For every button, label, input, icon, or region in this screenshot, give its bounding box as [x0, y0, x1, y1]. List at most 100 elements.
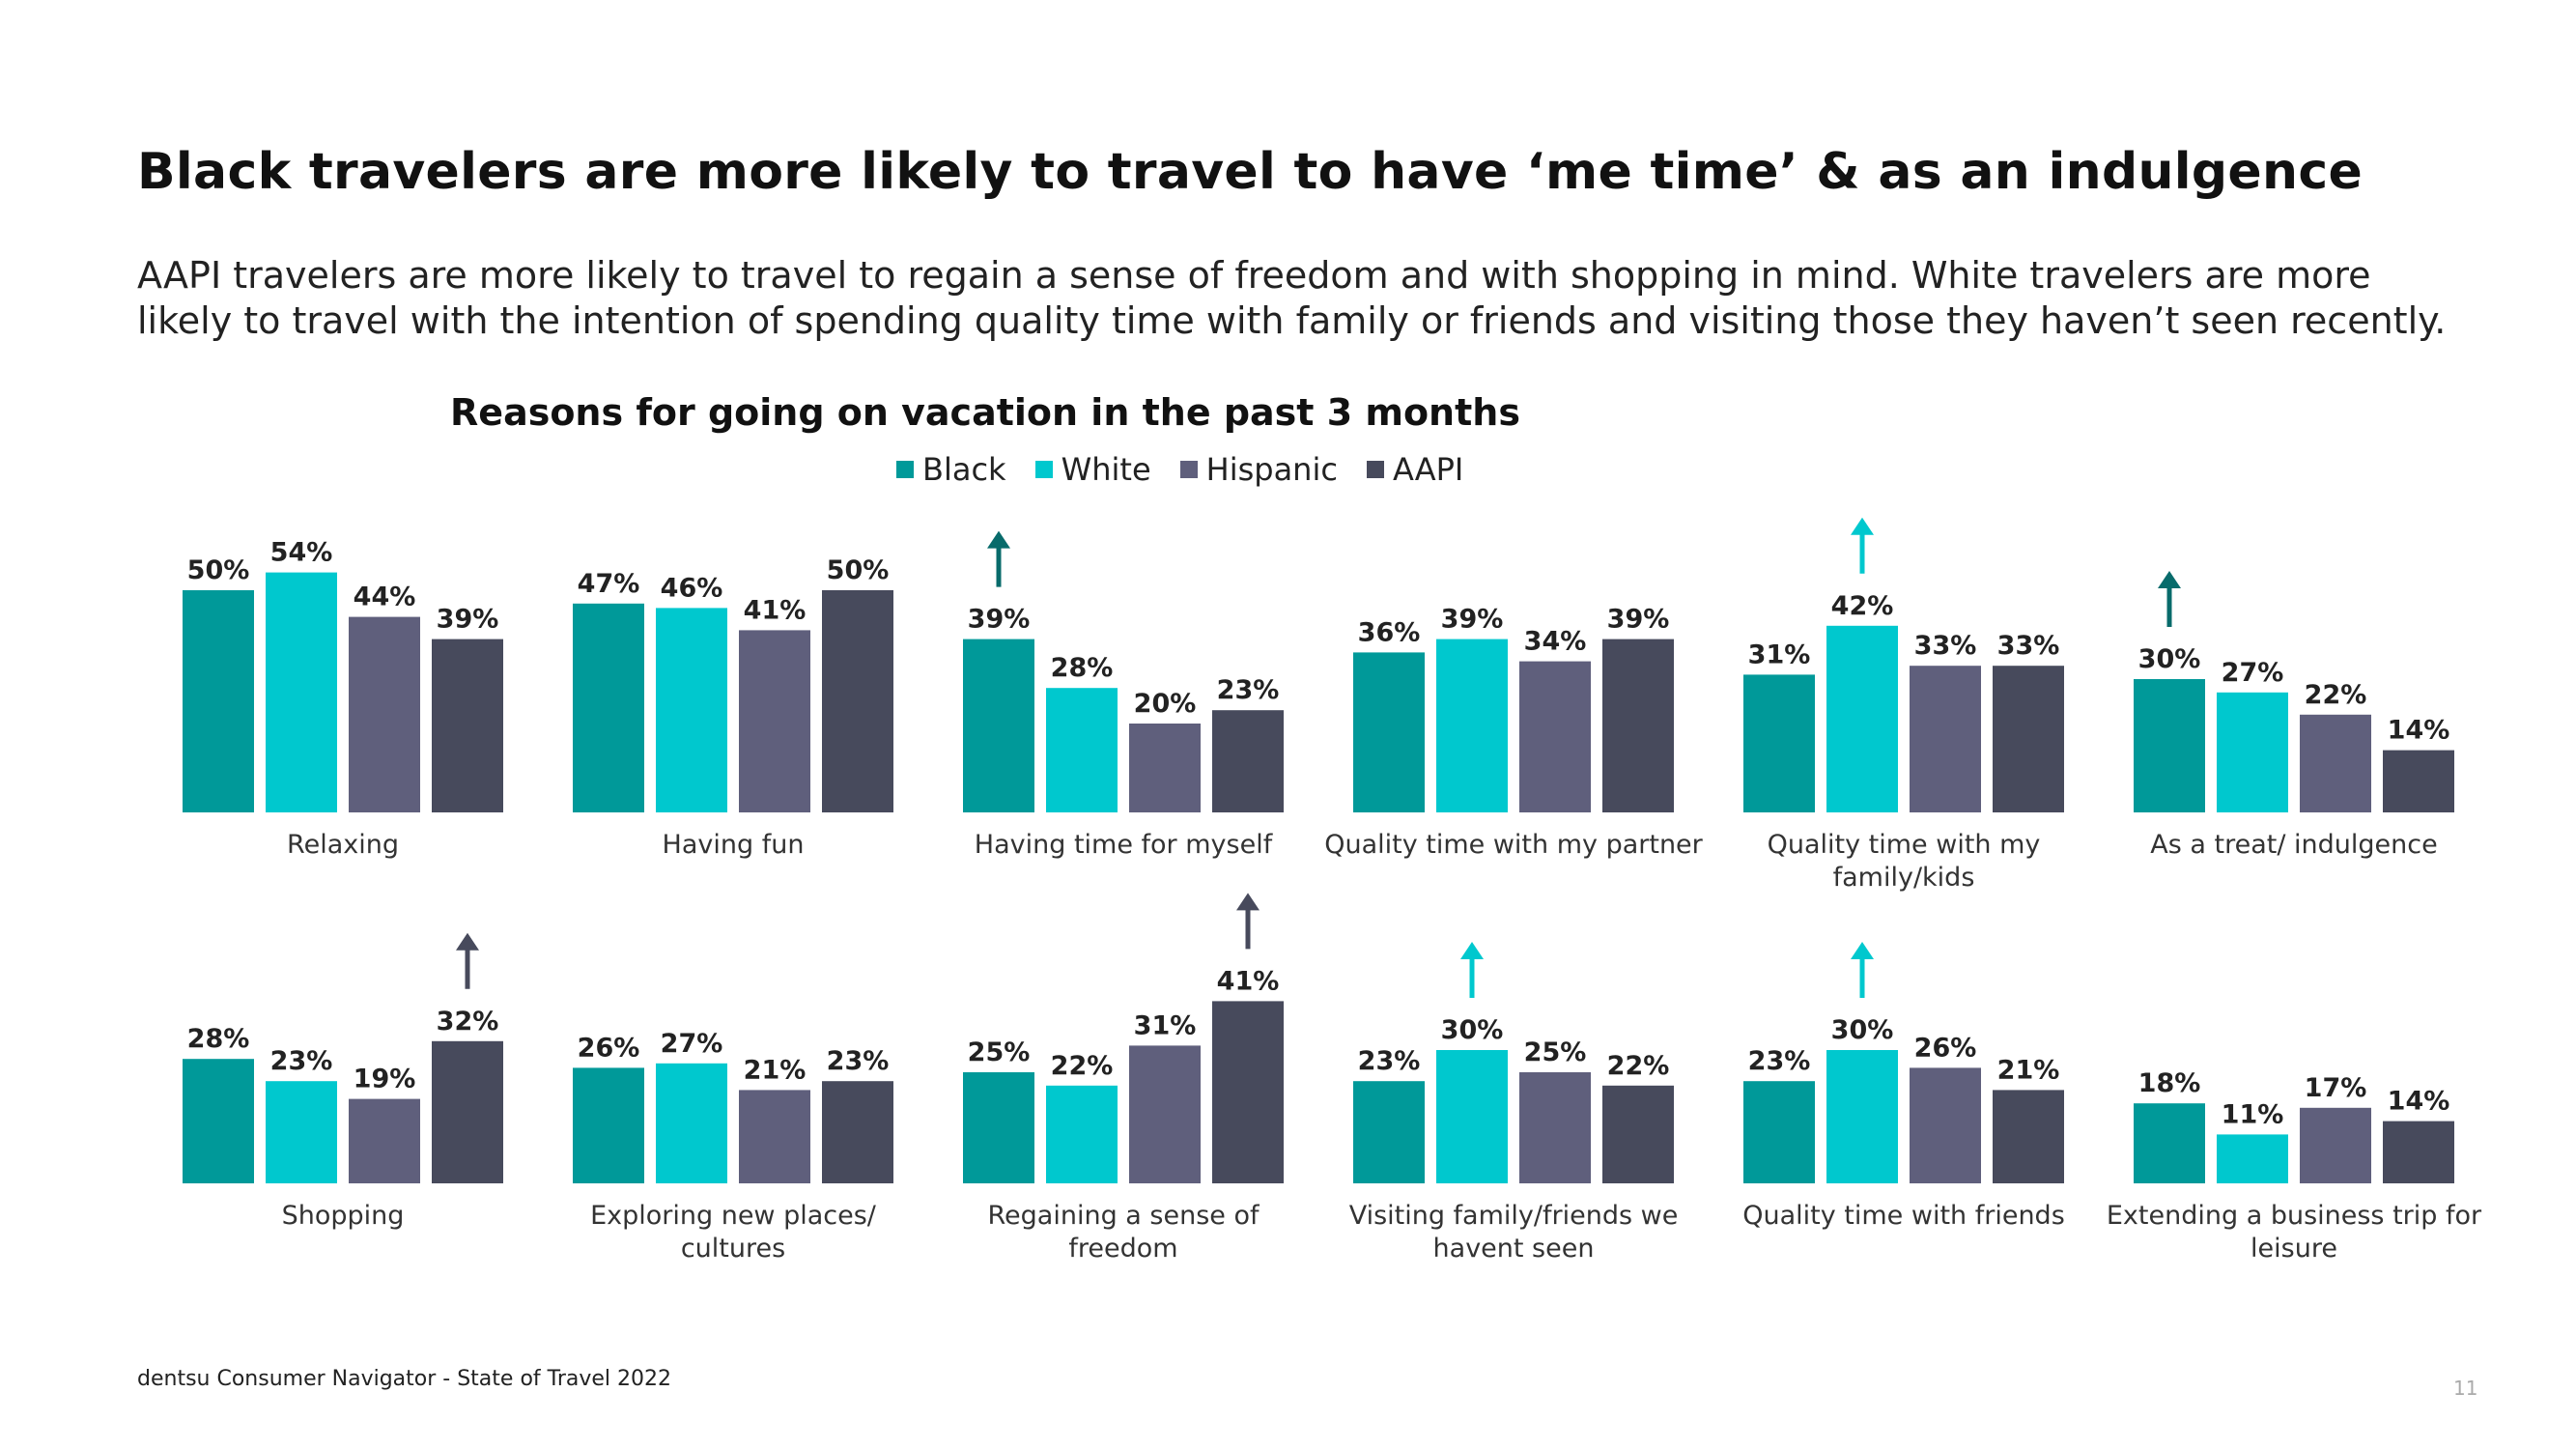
bar-quality-time-with-my-partner-hispanic — [1519, 661, 1591, 812]
value-label-having-time-for-myself-hispanic: 20% — [1134, 689, 1197, 719]
value-label-having-time-for-myself-aapi: 23% — [1217, 675, 1280, 705]
bar-extending-a-business-trip-for-leisure-black — [2134, 1103, 2205, 1183]
bar-extending-a-business-trip-for-leisure-white — [2217, 1134, 2288, 1183]
bar-having-fun-aapi — [822, 590, 893, 812]
bar-exploring-new-places-cultures-hispanic — [739, 1090, 810, 1183]
value-label-extending-a-business-trip-for-leisure-aapi: 14% — [2388, 1087, 2450, 1117]
page-number: 11 — [2453, 1377, 2478, 1400]
value-label-quality-time-with-my-family-kids-white: 42% — [1831, 591, 1894, 621]
value-label-relaxing-white: 54% — [270, 538, 333, 568]
up-arrow-icon-having-time-for-myself — [987, 530, 1010, 549]
bar-relaxing-hispanic — [349, 616, 420, 812]
value-label-quality-time-with-my-partner-hispanic: 34% — [1524, 627, 1587, 657]
category-label-shopping: Shopping — [282, 1201, 405, 1231]
chart-title: Reasons for going on vacation in the pas… — [450, 391, 1520, 434]
value-label-quality-time-with-friends-aapi: 21% — [1997, 1055, 2060, 1085]
value-label-shopping-black: 28% — [187, 1024, 250, 1054]
bar-exploring-new-places-cultures-black — [573, 1067, 644, 1183]
category-label-extending-a-business-trip-for-leisure: Extending a business trip for — [2107, 1201, 2482, 1231]
bar-visiting-family-friends-we-havent-seen-aapi — [1602, 1085, 1674, 1183]
bar-extending-a-business-trip-for-leisure-hispanic — [2300, 1107, 2371, 1183]
value-label-having-time-for-myself-black: 39% — [968, 605, 1031, 635]
bar-shopping-black — [183, 1059, 254, 1183]
bar-quality-time-with-my-partner-white — [1436, 639, 1508, 812]
bar-shopping-white — [266, 1081, 337, 1183]
bar-regaining-a-sense-of-freedom-hispanic — [1129, 1045, 1201, 1183]
legend-item-hispanic: Hispanic — [1179, 451, 1338, 488]
value-label-having-fun-white: 46% — [661, 573, 723, 603]
legend-swatch-black — [896, 461, 914, 478]
category-label-regaining-a-sense-of-freedom: Regaining a sense of — [988, 1201, 1260, 1231]
bar-regaining-a-sense-of-freedom-white — [1046, 1085, 1118, 1183]
value-label-as-a-treat-indulgence-aapi: 14% — [2388, 716, 2450, 746]
bar-quality-time-with-my-family-kids-white — [1826, 625, 1898, 812]
value-label-exploring-new-places-cultures-black: 26% — [578, 1033, 640, 1063]
legend-label-white: White — [1061, 451, 1151, 488]
value-label-quality-time-with-my-partner-aapi: 39% — [1607, 605, 1670, 635]
category-label-quality-time-with-my-partner: Quality time with my partner — [1324, 830, 1703, 860]
bar-visiting-family-friends-we-havent-seen-hispanic — [1519, 1072, 1591, 1183]
bar-regaining-a-sense-of-freedom-aapi — [1212, 1001, 1284, 1183]
category-label-having-time-for-myself: Having time for myself — [975, 830, 1274, 860]
value-label-having-fun-hispanic: 41% — [744, 595, 807, 625]
up-arrow-icon-regaining-a-sense-of-freedom — [1236, 893, 1260, 911]
category-label-quality-time-with-my-family-kids-line2: family/kids — [1833, 863, 1975, 893]
bar-visiting-family-friends-we-havent-seen-black — [1353, 1081, 1425, 1183]
legend-label-hispanic: Hispanic — [1205, 451, 1338, 488]
legend-swatch-hispanic — [1179, 461, 1198, 478]
bar-quality-time-with-friends-black — [1743, 1081, 1815, 1183]
value-label-having-time-for-myself-white: 28% — [1051, 653, 1114, 683]
bar-relaxing-white — [266, 572, 337, 812]
value-label-quality-time-with-friends-white: 30% — [1831, 1015, 1894, 1045]
bar-as-a-treat-indulgence-hispanic — [2300, 714, 2371, 812]
bar-having-time-for-myself-aapi — [1212, 710, 1284, 812]
up-arrow-icon-visiting-family-friends-we-havent-seen — [1460, 942, 1484, 959]
chart-legend: Black White Hispanic AAPI — [896, 451, 1463, 488]
value-label-quality-time-with-my-family-kids-hispanic: 33% — [1914, 631, 1977, 661]
category-label-visiting-family-friends-we-havent-seen-line2: havent seen — [1433, 1234, 1595, 1264]
up-arrow-icon-quality-time-with-my-family-kids — [1851, 517, 1874, 535]
value-label-relaxing-black: 50% — [187, 555, 250, 585]
bar-exploring-new-places-cultures-white — [656, 1063, 727, 1183]
value-label-exploring-new-places-cultures-aapi: 23% — [827, 1046, 890, 1076]
category-label-extending-a-business-trip-for-leisure-line2: leisure — [2250, 1234, 2337, 1264]
category-label-quality-time-with-my-family-kids: Quality time with my — [1768, 830, 2041, 860]
bar-quality-time-with-friends-white — [1826, 1050, 1898, 1183]
legend-item-black: Black — [896, 451, 1006, 488]
bar-exploring-new-places-cultures-aapi — [822, 1081, 893, 1183]
value-label-quality-time-with-my-family-kids-black: 31% — [1748, 639, 1811, 669]
bar-having-time-for-myself-hispanic — [1129, 724, 1201, 812]
value-label-regaining-a-sense-of-freedom-white: 22% — [1051, 1051, 1114, 1081]
bar-as-a-treat-indulgence-black — [2134, 679, 2205, 812]
value-label-relaxing-aapi: 39% — [437, 605, 499, 635]
value-label-visiting-family-friends-we-havent-seen-hispanic: 25% — [1524, 1037, 1587, 1067]
category-label-as-a-treat-indulgence: As a treat/ indulgence — [2150, 830, 2437, 860]
bar-as-a-treat-indulgence-white — [2217, 692, 2288, 812]
category-label-regaining-a-sense-of-freedom-line2: freedom — [1068, 1234, 1177, 1264]
bar-shopping-hispanic — [349, 1098, 420, 1183]
category-label-exploring-new-places-cultures: Exploring new places/ — [590, 1201, 877, 1231]
bar-visiting-family-friends-we-havent-seen-white — [1436, 1050, 1508, 1183]
value-label-quality-time-with-friends-hispanic: 26% — [1914, 1033, 1977, 1063]
value-label-extending-a-business-trip-for-leisure-white: 11% — [2222, 1099, 2284, 1129]
bar-quality-time-with-friends-aapi — [1993, 1090, 2064, 1183]
legend-swatch-aapi — [1366, 461, 1384, 478]
value-label-shopping-white: 23% — [270, 1046, 333, 1076]
category-label-relaxing: Relaxing — [287, 830, 399, 860]
bar-relaxing-black — [183, 590, 254, 812]
bar-having-time-for-myself-black — [963, 639, 1034, 812]
value-label-shopping-hispanic: 19% — [354, 1065, 416, 1094]
category-label-quality-time-with-friends: Quality time with friends — [1742, 1201, 2065, 1231]
value-label-extending-a-business-trip-for-leisure-black: 18% — [2138, 1068, 2201, 1098]
value-label-quality-time-with-friends-black: 23% — [1748, 1046, 1811, 1076]
bar-quality-time-with-my-family-kids-aapi — [1993, 666, 2064, 812]
bar-quality-time-with-my-partner-aapi — [1602, 639, 1674, 812]
value-label-exploring-new-places-cultures-white: 27% — [661, 1029, 723, 1059]
up-arrow-icon-quality-time-with-friends — [1851, 942, 1874, 959]
value-label-having-fun-aapi: 50% — [827, 555, 890, 585]
bar-shopping-aapi — [432, 1040, 503, 1183]
legend-swatch-white — [1034, 461, 1053, 478]
bar-quality-time-with-my-family-kids-hispanic — [1910, 666, 1981, 812]
bar-quality-time-with-my-family-kids-black — [1743, 674, 1815, 812]
